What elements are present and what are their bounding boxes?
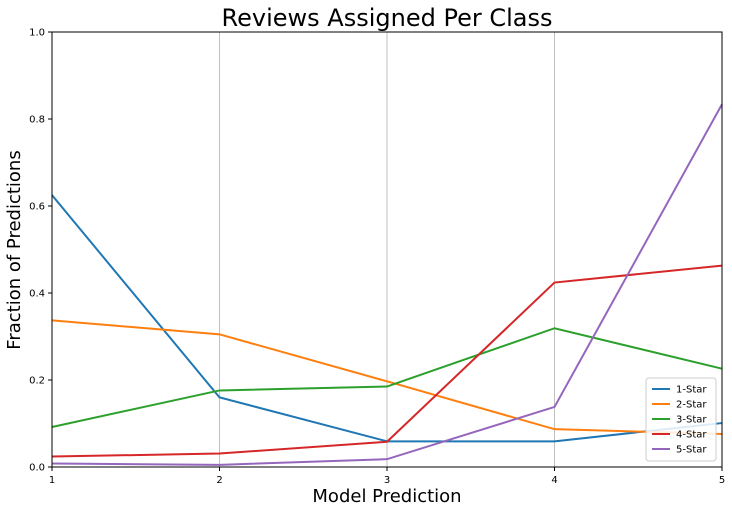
series-line-4 [51,264,723,458]
series-lines [51,103,723,466]
legend-label: 2-Star [676,400,707,411]
y-tick-label: 0.2 [29,376,45,387]
y-axis-label: Fraction of Predictions [4,150,25,349]
y-tick-label: 0.0 [29,463,45,474]
legend-label: 4-Star [676,430,707,441]
series-line-5 [51,103,723,466]
chart-title: Reviews Assigned Per Class [222,4,553,32]
series-line-3 [51,327,723,428]
y-tick-label: 1.0 [29,28,45,39]
legend-label: 5-Star [676,445,707,456]
x-axis-ticks: 1 2 3 4 5 [49,467,725,486]
legend: 1-Star 2-Star 3-Star 4-Star 5-Star [645,377,717,462]
y-tick-label: 0.4 [29,289,45,300]
y-tick-label: 0.6 [29,202,45,213]
y-tick-label: 0.8 [29,115,45,126]
legend-box [645,377,717,462]
grid [219,32,555,467]
x-tick-label: 3 [384,475,390,486]
x-tick-label: 2 [216,475,222,486]
x-axis-label: Model Prediction [312,486,461,507]
x-tick-label: 1 [49,475,55,486]
x-tick-label: 5 [719,475,725,486]
y-axis-ticks: 0.0 0.2 0.4 0.6 0.8 1.0 [29,28,52,474]
legend-label: 3-Star [676,415,707,426]
x-tick-label: 4 [551,475,557,486]
series-line-2 [51,319,723,435]
legend-label: 1-Star [676,385,707,396]
